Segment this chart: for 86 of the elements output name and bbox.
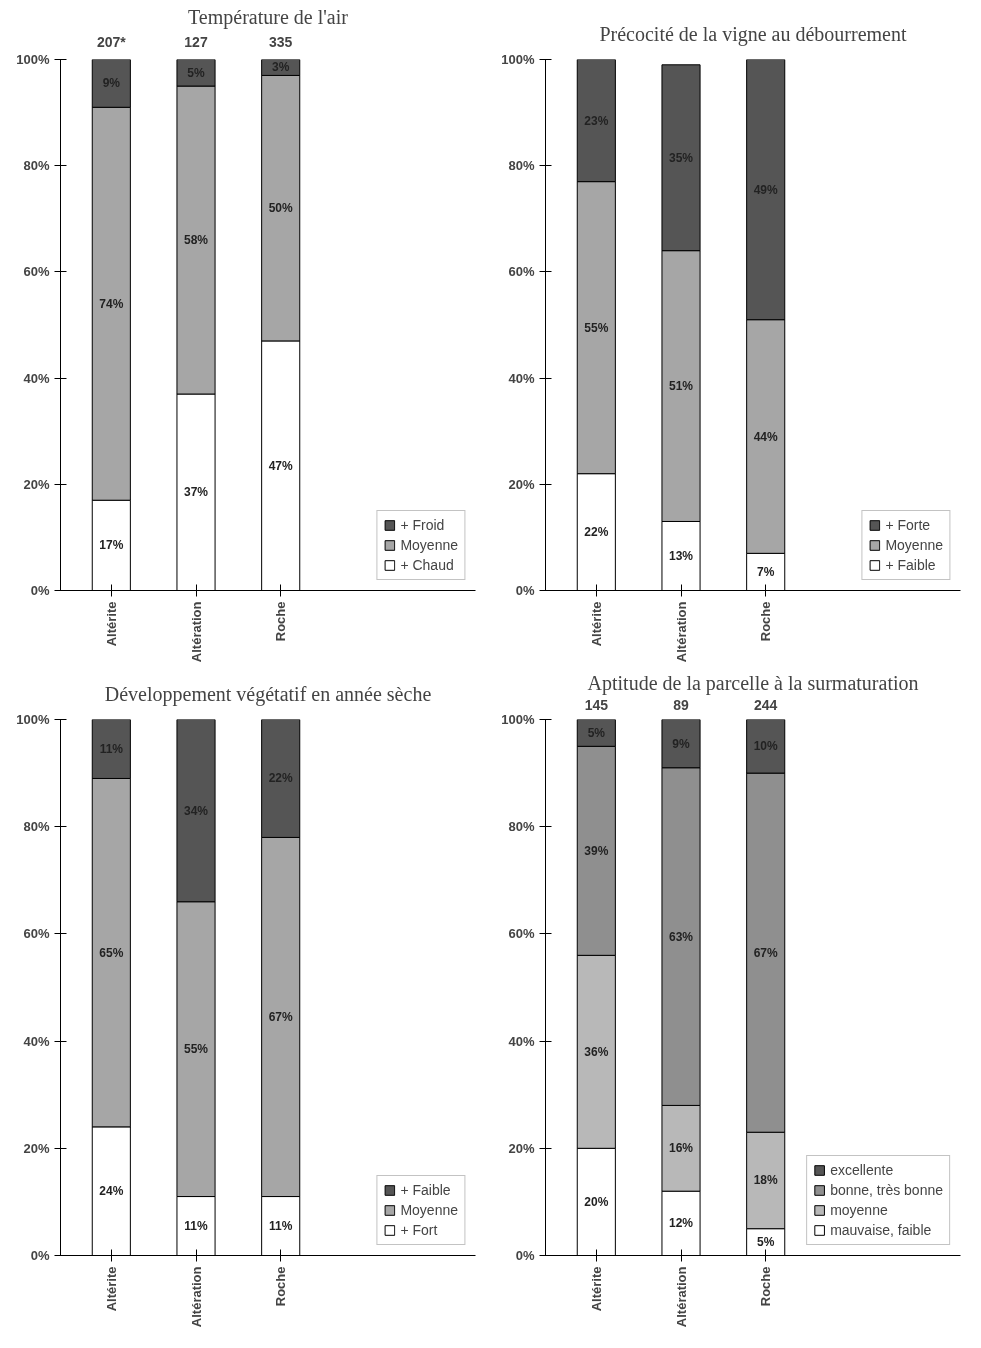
legend-label: + Forte [885,517,931,533]
data-label: 16% [669,1141,694,1156]
data-label: 37% [184,485,209,500]
y-tick-label: 80% [23,819,50,835]
data-label: 47% [268,458,294,473]
y-tick-label: 60% [508,264,535,280]
data-label: 18% [753,1173,779,1188]
legend-label: + Chaud [400,557,454,573]
x-tick-label: Altérite [588,1266,604,1312]
y-tick-label: 80% [508,819,535,835]
chart-title: Température de l'air [188,5,349,29]
text: 335 [269,33,293,50]
data-label: 13% [669,548,694,563]
chart-title: Aptitude de la parcelle à la surmaturation [587,671,919,695]
data-label: 24% [99,1184,124,1199]
data-label: 55% [584,320,609,335]
legend-label: Moyenne [400,1202,458,1218]
x-tick-label: Roche [758,601,774,642]
chart-title: Développement végétatif en année sèche [104,682,432,706]
y-tick-label: 80% [23,158,50,174]
y-tick-label: 60% [508,926,535,942]
data-label: 11% [184,1219,209,1234]
y-tick-label: 100% [16,52,50,67]
y-tick-label: 100% [16,712,50,727]
legend-label: bonne, très bonne [830,1182,943,1198]
x-tick-label: Altération [188,601,204,663]
data-label: 22% [584,525,609,540]
y-tick-label: 100% [501,52,535,67]
x-tick-label: Altération [673,1266,689,1328]
legend-label: moyenne [830,1202,888,1218]
text: 89 [673,696,690,713]
data-label: 44% [753,429,779,444]
data-label: 74% [99,296,124,311]
y-tick-label: 20% [508,1140,535,1156]
data-label: 65% [99,945,124,960]
y-tick-label: 20% [508,476,535,492]
x-tick-label: Altération [673,601,689,663]
legend-label: + Faible [400,1182,451,1198]
x-tick-label: Roche [273,601,289,642]
data-label: 51% [669,379,694,394]
data-label: 67% [753,945,779,960]
y-tick-label: 0% [30,583,50,598]
y-tick-label: 60% [23,264,50,280]
data-label: 12% [669,1216,694,1231]
x-tick-label: Altération [188,1266,204,1328]
data-label: 20% [584,1194,609,1209]
y-tick-label: 40% [508,370,535,386]
x-tick-label: Altérite [103,1266,119,1312]
y-tick-label: 0% [515,583,535,598]
legend-label: mauvaise, faible [830,1222,932,1238]
legend-label: + Faible [885,557,936,573]
data-label: 39% [584,843,609,858]
data-label: 7% [757,564,775,579]
x-tick-label: Altérite [103,601,119,647]
data-label: 50% [268,201,294,216]
data-label: 36% [584,1044,609,1059]
legend-label: + Froid [400,517,445,533]
legend-label: + Fort [400,1222,438,1238]
data-label: 11% [269,1219,293,1234]
y-tick-label: 0% [30,1248,50,1263]
y-tick-label: 40% [23,370,50,386]
x-tick-label: Roche [273,1266,289,1307]
data-label: 5% [757,1235,775,1250]
y-tick-label: 60% [23,926,50,942]
data-label: 55% [184,1042,209,1057]
x-tick-label: Altérite [588,601,604,647]
y-tick-label: 80% [508,158,535,174]
text: 207* [96,33,127,50]
legend-label: excellente [830,1162,894,1178]
text: 145 [584,696,609,713]
data-label: 67% [268,1009,294,1024]
text: 127 [184,33,208,50]
y-tick-label: 0% [515,1248,535,1263]
data-label: 63% [669,929,694,944]
chart-title: Précocité de la vigne au débourrement [599,22,907,46]
y-tick-label: 40% [508,1033,535,1049]
data-label: 58% [184,233,209,248]
legend-label: Moyenne [885,537,943,553]
y-tick-label: 40% [23,1033,50,1049]
x-tick-label: Roche [758,1266,774,1307]
y-tick-label: 20% [23,1140,50,1156]
legend-label: Moyenne [400,537,458,553]
y-tick-label: 100% [501,712,535,727]
data-label: 17% [99,538,124,553]
text: 244 [754,696,778,713]
y-tick-label: 20% [23,476,50,492]
